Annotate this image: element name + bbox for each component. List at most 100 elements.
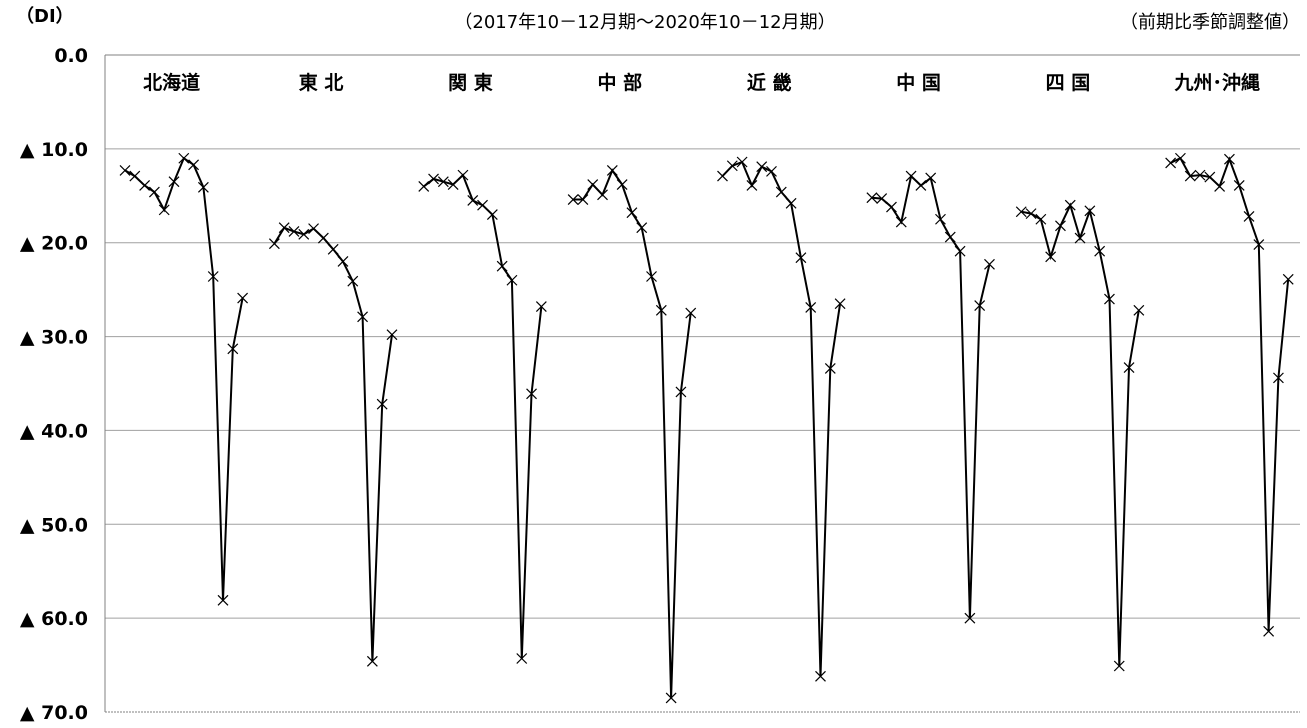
series-group — [418, 169, 547, 664]
data-point-marker — [805, 302, 817, 313]
data-point-marker — [327, 243, 339, 255]
data-point-marker — [1035, 213, 1047, 225]
data-point-marker — [685, 307, 697, 319]
data-point-marker — [148, 186, 160, 198]
series-group — [567, 165, 697, 704]
series-line — [423, 173, 543, 659]
data-point-marker — [366, 655, 378, 667]
data-point-marker — [1123, 362, 1135, 373]
data-point-marker — [1113, 660, 1125, 672]
series-line — [273, 226, 393, 662]
data-point-marker — [886, 201, 897, 213]
data-point-marker — [428, 173, 439, 185]
data-point-marker — [974, 300, 986, 312]
data-point-marker — [736, 156, 748, 168]
data-point-marker — [756, 161, 768, 173]
data-point-marker — [477, 199, 488, 211]
data-point-marker — [1045, 251, 1057, 263]
data-point-marker — [278, 222, 290, 234]
region-label: 四 国 — [1046, 72, 1091, 94]
data-point-marker — [567, 194, 579, 205]
note-label: （前期比季節調整値） — [1120, 12, 1300, 33]
data-point-marker — [746, 180, 758, 191]
unit-label: （DI） — [16, 6, 74, 27]
data-point-marker — [188, 159, 200, 171]
y-tick-label: ▲ 20.0 — [20, 233, 88, 255]
data-point-marker — [168, 176, 180, 188]
region-labels: 北海道 東 北 関 東 中 部 近 畿 中 国 四 国 九州･沖縄 — [143, 71, 1260, 94]
data-point-marker — [616, 179, 628, 190]
data-point-marker — [944, 231, 956, 243]
data-point-marker — [726, 160, 738, 172]
y-tick-label: ▲ 50.0 — [20, 514, 88, 536]
y-tick-label: ▲ 10.0 — [20, 139, 88, 161]
data-point-marker — [954, 245, 966, 257]
series-line — [1021, 202, 1140, 667]
y-tick-label: ▲ 40.0 — [20, 420, 88, 442]
data-point-marker — [577, 194, 589, 205]
data-point-marker — [866, 192, 878, 204]
series-group — [717, 156, 846, 682]
data-point-marker — [964, 612, 976, 624]
data-point-marker — [447, 179, 459, 190]
data-point-marker — [775, 186, 787, 198]
y-tick-label: ▲ 30.0 — [20, 327, 88, 349]
data-point-marker — [119, 165, 131, 176]
series-line — [124, 156, 244, 601]
data-point-marker — [268, 238, 280, 250]
data-point-marker — [915, 180, 927, 191]
data-point-marker — [347, 275, 359, 287]
y-tick-label: ▲ 70.0 — [20, 702, 88, 724]
data-point-marker — [1165, 157, 1177, 169]
region-label: 中 国 — [896, 71, 941, 94]
y-tick-label: 0.0 — [54, 45, 88, 67]
data-point-marker — [606, 165, 618, 176]
data-point-marker — [1015, 206, 1027, 218]
data-point-marker — [655, 304, 667, 316]
series-group — [866, 170, 995, 624]
data-point-marker — [1214, 180, 1226, 192]
data-point-marker — [717, 170, 728, 182]
data-point-marker — [227, 343, 239, 355]
data-point-marker — [418, 180, 430, 192]
data-point-marker — [636, 222, 648, 234]
series-layer — [119, 152, 1294, 704]
data-point-marker — [457, 169, 469, 181]
data-point-marker — [535, 301, 547, 312]
data-point-marker — [437, 176, 449, 188]
series-group — [119, 152, 249, 606]
data-point-marker — [496, 260, 508, 272]
data-point-marker — [178, 152, 190, 164]
data-point-marker — [1204, 171, 1216, 183]
y-axis-ticks: 0.0 ▲ 10.0 ▲ 20.0 ▲ 30.0 ▲ 40.0 ▲ 50.0 ▲ 60.0 ▲… — [20, 45, 88, 724]
data-point-marker — [158, 204, 170, 216]
data-point-marker — [626, 207, 638, 219]
data-point-marker — [298, 228, 310, 240]
y-tick-label: ▲ 60.0 — [20, 608, 88, 630]
data-point-marker — [357, 311, 368, 323]
data-point-marker — [925, 172, 937, 184]
data-point-marker — [1074, 232, 1086, 244]
data-point-marker — [766, 165, 777, 177]
data-point-marker — [308, 223, 319, 235]
data-point-marker — [139, 180, 151, 191]
data-point-marker — [1084, 205, 1096, 217]
data-point-marker — [646, 271, 657, 282]
region-label: 近 畿 — [747, 71, 792, 94]
region-label: 北海道 — [143, 71, 200, 94]
data-point-marker — [516, 653, 528, 664]
series-line — [573, 168, 692, 698]
data-point-marker — [1224, 153, 1235, 165]
data-point-marker — [1243, 211, 1255, 222]
data-point-marker — [337, 256, 349, 267]
data-point-marker — [467, 195, 479, 206]
data-point-marker — [207, 271, 219, 282]
data-point-marker — [386, 329, 398, 341]
data-point-marker — [795, 252, 807, 264]
data-point-marker — [905, 170, 917, 182]
data-point-marker — [597, 189, 608, 201]
data-point-marker — [1273, 372, 1284, 384]
data-point-marker — [217, 594, 229, 606]
data-point-marker — [376, 398, 388, 410]
